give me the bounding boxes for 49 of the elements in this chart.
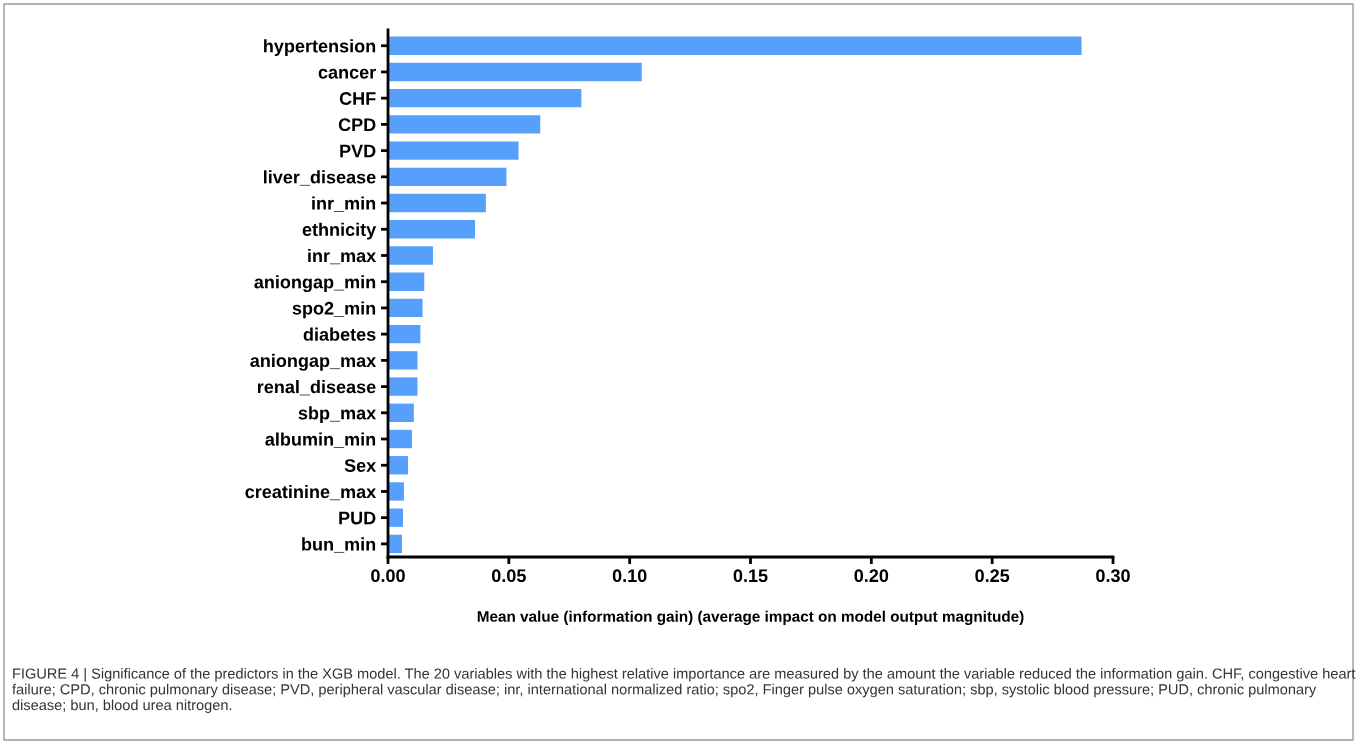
bar xyxy=(388,220,475,239)
y-tick-label: cancer xyxy=(318,68,376,79)
bar xyxy=(388,193,486,213)
y-tick-label: spo2_min xyxy=(292,301,376,319)
x-tick-label: 0.15 xyxy=(733,569,768,583)
x-tick-label: 0.20 xyxy=(854,569,889,583)
bar xyxy=(388,403,414,422)
x-tick-label: 0.10 xyxy=(612,569,647,583)
y-tick-label: aniongap_min xyxy=(254,275,376,293)
bar xyxy=(388,62,642,82)
y-tick-label: Sex xyxy=(344,459,377,472)
y-tick-label: sbp_max xyxy=(298,406,377,424)
bar xyxy=(388,508,403,527)
y-tick-label: inr_min xyxy=(312,196,376,212)
bar xyxy=(388,115,541,134)
y-tick-label: renal_disease xyxy=(257,380,376,396)
bar xyxy=(388,324,421,344)
bar xyxy=(388,246,433,265)
bar xyxy=(388,298,423,318)
bar xyxy=(388,36,1082,55)
x-axis-title: Mean value (information gain) (average impact on model output magnitude) xyxy=(477,610,1024,625)
y-tick-label: CPD xyxy=(338,118,376,132)
y-tick-label: PVD xyxy=(340,144,376,158)
y-tick-label: hypertension xyxy=(264,39,376,57)
bar xyxy=(388,351,418,370)
x-tick-label: 0.00 xyxy=(371,569,405,583)
y-tick-label: ethnicity xyxy=(302,222,377,240)
y-tick-label: liver_disease xyxy=(264,170,376,186)
y-tick-label: aniongap_max xyxy=(250,353,377,371)
y-tick-label: bun_min xyxy=(302,537,376,553)
x-tick-label: 0.05 xyxy=(491,569,526,583)
y-tick-label: diabetes xyxy=(303,327,376,341)
bar xyxy=(388,88,582,108)
y-tick-label: CHF xyxy=(339,92,376,105)
y-tick-label: PUD xyxy=(339,511,376,525)
bar xyxy=(388,534,403,554)
bar xyxy=(388,141,519,160)
y-tick-label: albumin_min xyxy=(265,432,376,448)
bar xyxy=(388,429,412,449)
x-tick-label: 0.30 xyxy=(1096,569,1130,583)
y-tick-label: creatinine_max xyxy=(245,484,377,501)
bar xyxy=(388,272,425,291)
bar xyxy=(388,167,507,186)
y-tick-label: inr_max xyxy=(308,248,377,265)
bar xyxy=(388,482,404,501)
bar xyxy=(388,377,418,396)
x-tick-label: 0.25 xyxy=(975,569,1010,583)
caption: FIGURE 4 | Significance of the predictors in the XGB model. The 20 variables with the highest relative importance are measured by the amount the variable reduced the information gain. CHF, congestive heart failure; CPD, chronic pulmonary disease; PVD, peripheral vascular disease; inr, international normalized ratio; spo2, Finger pulse oxygen saturation; sbp, systolic blood pressure; PUD, chronic pulmonary disease; bun, blood urea nitrogen. xyxy=(12,668,1356,714)
bar xyxy=(388,456,409,475)
